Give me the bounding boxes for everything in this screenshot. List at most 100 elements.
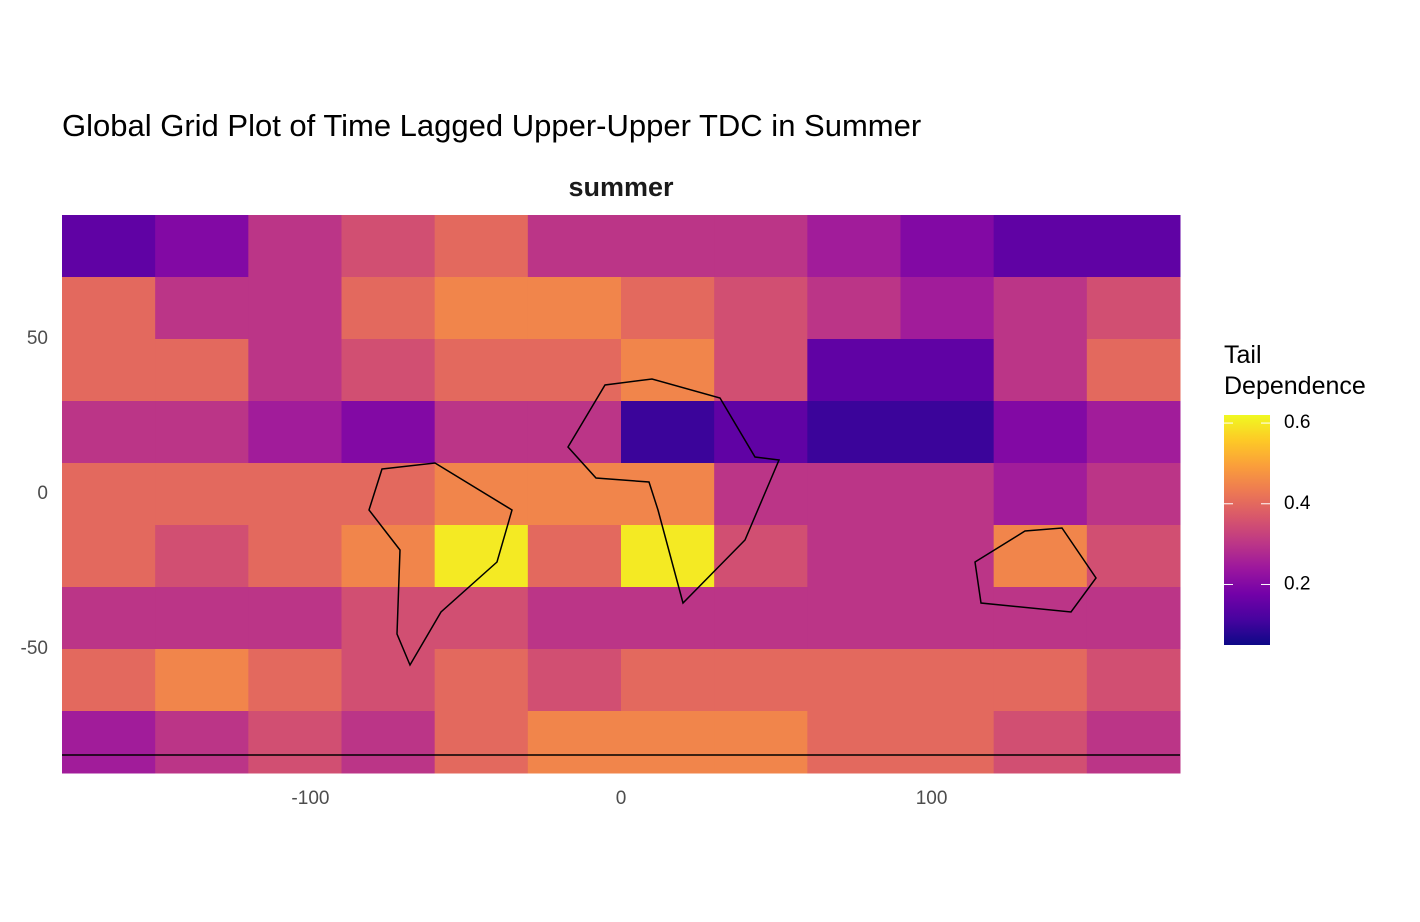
cell [621, 587, 715, 650]
cell [341, 711, 436, 774]
cell [993, 711, 1088, 774]
cell [434, 711, 529, 774]
cell [1086, 649, 1181, 712]
cell [714, 649, 808, 712]
panel-title: summer [568, 172, 674, 202]
cell [1086, 339, 1181, 402]
cell [155, 463, 249, 526]
cell [527, 277, 622, 340]
y-tick-label: 50 [27, 328, 48, 349]
cell [62, 277, 156, 340]
cell [248, 339, 342, 402]
cell [1086, 711, 1181, 774]
cell [527, 463, 622, 526]
cell [993, 277, 1088, 340]
heatmap [62, 215, 1181, 774]
cell [993, 215, 1088, 278]
cell [621, 463, 715, 526]
cell [807, 463, 901, 526]
cell [900, 649, 995, 712]
cell [155, 339, 249, 402]
colorbar-tick-label: 0.6 [1284, 412, 1310, 433]
cell [993, 587, 1088, 650]
cell [900, 401, 995, 464]
cell [900, 463, 995, 526]
cell [993, 401, 1088, 464]
colorbar [1224, 415, 1270, 645]
cell [341, 463, 436, 526]
cell [434, 525, 529, 588]
cell [807, 525, 901, 588]
cell [62, 463, 156, 526]
chart-title: Global Grid Plot of Time Lagged Upper-Up… [62, 108, 921, 143]
cell [714, 587, 808, 650]
cell [621, 401, 715, 464]
cell [527, 711, 622, 774]
cell [1086, 277, 1181, 340]
cell [341, 277, 436, 340]
cell [434, 339, 529, 402]
cell [62, 711, 156, 774]
cell [62, 215, 156, 278]
cell [714, 339, 808, 402]
cell [1086, 525, 1181, 588]
coastlines [62, 378, 1180, 756]
cell [155, 277, 249, 340]
cell [900, 525, 995, 588]
cell [248, 215, 342, 278]
cell [807, 215, 901, 278]
x-tick-label: 100 [916, 788, 948, 809]
cell [155, 649, 249, 712]
cell [341, 649, 436, 712]
cell [155, 587, 249, 650]
cell [527, 339, 622, 402]
cell [1086, 215, 1181, 278]
cell [621, 215, 715, 278]
cell [993, 339, 1088, 402]
x-tick-label: 0 [616, 788, 627, 809]
cell [714, 277, 808, 340]
cell [807, 401, 901, 464]
cell [434, 401, 529, 464]
cell [434, 277, 529, 340]
cell [900, 711, 995, 774]
cell [248, 401, 342, 464]
cell [341, 401, 436, 464]
cell [900, 277, 995, 340]
cell [341, 587, 436, 650]
cell [1086, 401, 1181, 464]
coastline [567, 378, 781, 605]
cell [248, 277, 342, 340]
cell [714, 401, 808, 464]
cell [155, 401, 249, 464]
cell [993, 463, 1088, 526]
cell [714, 463, 808, 526]
cell [341, 215, 436, 278]
cell [621, 649, 715, 712]
cell [807, 587, 901, 650]
cell [714, 711, 808, 774]
cell [62, 401, 156, 464]
cell [900, 587, 995, 650]
cell [527, 525, 622, 588]
cell [62, 649, 156, 712]
cell [1086, 463, 1181, 526]
cell [62, 339, 156, 402]
cell [621, 339, 715, 402]
colorbar-tick-label: 0.4 [1284, 493, 1311, 514]
cell [155, 711, 249, 774]
cell [1086, 587, 1181, 650]
cell [248, 649, 342, 712]
cell [807, 711, 901, 774]
cell [807, 649, 901, 712]
cell [248, 463, 342, 526]
cell [900, 215, 995, 278]
cell [993, 525, 1088, 588]
coastline [974, 527, 1097, 613]
cell [900, 339, 995, 402]
y-tick-label: -50 [21, 638, 48, 659]
cell [341, 339, 436, 402]
cell [155, 525, 249, 588]
cell [621, 525, 715, 588]
